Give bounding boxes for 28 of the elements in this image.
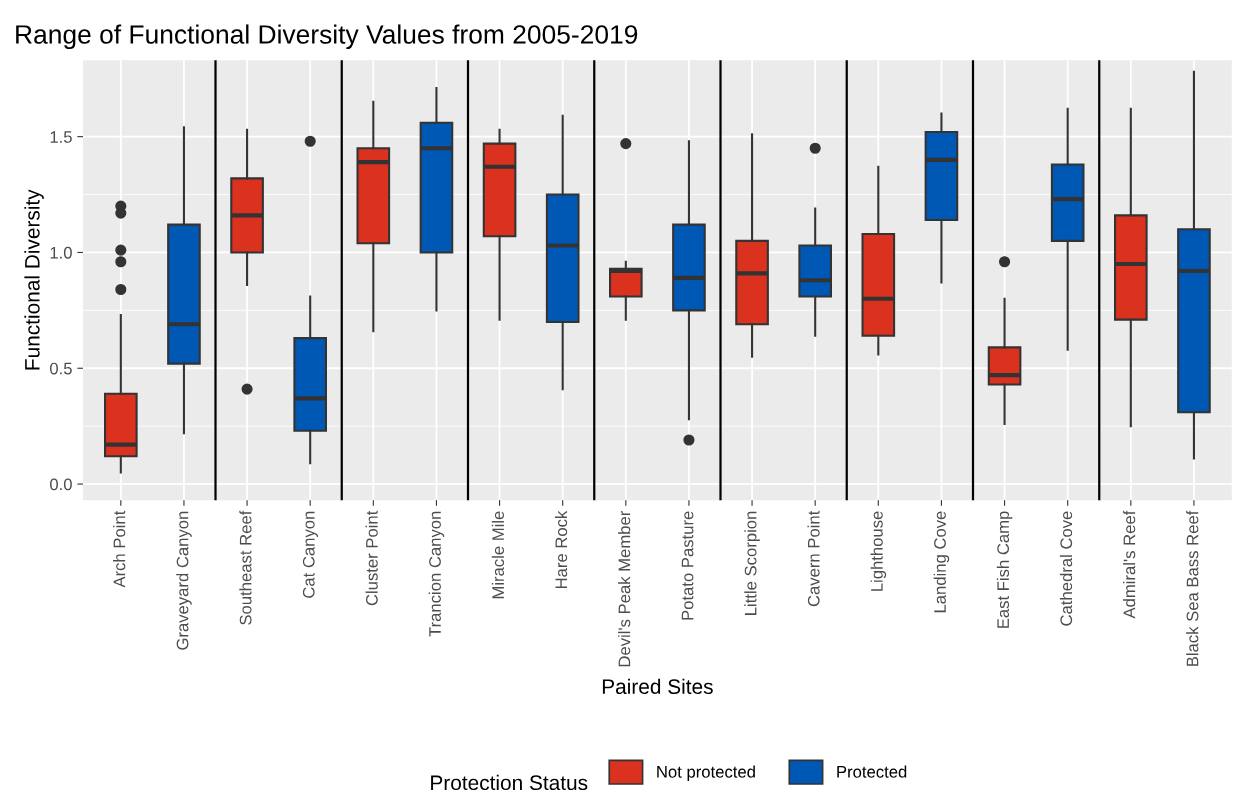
x-tick-label: Potato Pasture [681,511,694,620]
x-tick-label: Cat Canyon [302,511,318,598]
x-tick-label: Landing Cove [933,511,950,613]
x-tick-label: Black Sea Bass Reef [1186,510,1199,666]
x-tick-label: Lighthouse [870,511,887,591]
x-tick-label: Trancion Canyon [428,511,445,637]
x-axis-title: Paired Sites [602,678,713,695]
x-tick-label: Cathedral Cove [1059,511,1073,626]
legend-label: Protected [837,765,907,778]
y-tick-label: 1.0 [50,246,72,259]
x-tick-label: Hare Rock [554,510,568,589]
y-tick-label: 1.5 [50,131,72,143]
x-tick-label: Graveyard Canyon [176,511,192,650]
x-tick-label: East Fish Camp [996,511,1013,628]
x-tick-label: Miracle Mile [491,511,505,599]
x-tick-label: Southeast Reef [239,510,252,625]
x-tick-label: Arch Point [113,510,126,588]
y-axis-title: Functional Diversity [24,189,44,370]
x-tick-label: Cavern Point [807,510,820,607]
x-tick-label: Devil's Peak Member [618,510,631,667]
chart-title: Range of Functional Diversity Values from 2005-2019 [16,24,638,50]
legend-title: Protection Status [431,774,588,791]
x-tick-label: Admiral's Reef [1123,510,1136,619]
y-tick-label: 0.5 [50,362,72,375]
x-tick-label: Little Scorpion [744,511,760,615]
legend-label: Not protected [657,765,755,782]
y-tick-label: 0.0 [50,478,72,491]
x-tick-label: Cluster Point [365,510,378,606]
